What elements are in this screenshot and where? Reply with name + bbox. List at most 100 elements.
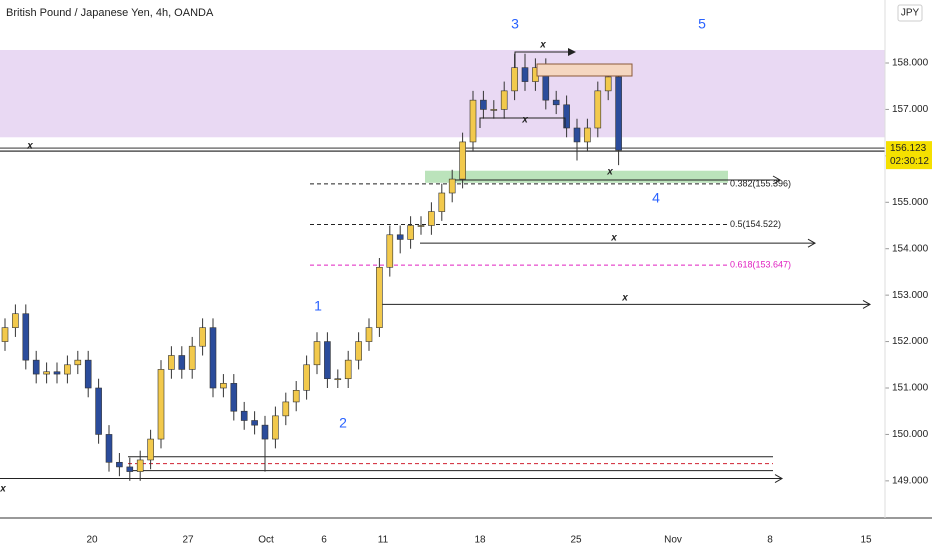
candle-body: [199, 327, 206, 347]
candle-body: [178, 355, 186, 370]
order-block: [536, 63, 633, 77]
candle-body: [563, 104, 570, 129]
top-bracket: [514, 51, 568, 68]
y-tick-label: 151.000: [892, 383, 929, 394]
y-tick-label: 153.000: [892, 290, 929, 301]
candle-body: [1, 327, 9, 342]
candle-body: [292, 390, 300, 403]
candle-body: [64, 364, 71, 375]
y-tick-label: 157.000: [892, 104, 929, 115]
wave-label: 1: [314, 298, 322, 314]
y-tick-label: 155.000: [892, 197, 929, 208]
candle-body: [126, 466, 134, 472]
y-tick-label: 154.000: [892, 243, 929, 254]
candle-body: [355, 341, 362, 361]
candle-body: [407, 225, 414, 240]
candle-body: [480, 99, 487, 110]
x-tick-label: 18: [474, 535, 486, 546]
x-tick-label: Nov: [664, 535, 682, 546]
price-badge: [886, 141, 932, 170]
candle-body: [334, 378, 342, 381]
x-mark: x: [606, 167, 613, 178]
wave-label: 4: [652, 190, 660, 206]
candle-body: [386, 234, 394, 268]
candle-body: [168, 355, 175, 370]
candle-body: [220, 383, 227, 389]
zone: [425, 170, 728, 183]
last-price: 156.123: [890, 143, 927, 154]
candle-body: [584, 127, 591, 143]
candle-body: [22, 313, 30, 361]
currency: JPY: [901, 8, 920, 19]
wave-label: 3: [511, 16, 519, 32]
arrow-head: [774, 474, 784, 483]
candle-body: [116, 461, 123, 468]
candle-body: [469, 99, 477, 143]
candle-body: [32, 359, 40, 375]
chart-title: British Pound / Japanese Yen, 4h, OANDA: [6, 7, 214, 19]
x-tick-label: 27: [182, 535, 194, 546]
candle-body: [324, 341, 331, 380]
candle-body: [105, 434, 113, 463]
candle-body: [261, 424, 269, 440]
candle-body: [428, 211, 435, 226]
candle-body: [313, 341, 321, 366]
x-mark: x: [521, 115, 528, 126]
x-tick-label: 8: [767, 535, 773, 546]
candle-body: [209, 327, 217, 389]
range-bracket: [479, 117, 566, 128]
candle-body: [552, 99, 560, 106]
fib-label: 0.382(155.396): [730, 178, 791, 188]
candle-body: [136, 459, 144, 472]
x-mark: x: [621, 293, 628, 304]
candle-body: [157, 369, 165, 440]
candle-body: [303, 364, 310, 391]
arrow-head: [772, 175, 782, 185]
y-tick-label: 150.000: [892, 429, 929, 440]
x-mark: x: [610, 233, 617, 244]
candle-body: [573, 127, 581, 143]
candle-body: [53, 371, 61, 375]
candle-body: [417, 225, 425, 227]
candle-body: [594, 90, 602, 129]
arrow-head: [568, 48, 576, 56]
candle-body: [521, 67, 529, 82]
candle-body: [490, 109, 498, 111]
x-mark: x: [539, 40, 546, 51]
candle-body: [511, 67, 518, 92]
candle-body: [448, 178, 456, 194]
candle-body: [615, 76, 622, 151]
candle-body: [438, 192, 446, 212]
wave-label: 5: [698, 16, 706, 32]
candle-body: [12, 313, 19, 328]
wave-label: 2: [339, 415, 347, 431]
arrow-head: [807, 238, 817, 248]
candle-body: [376, 266, 383, 328]
countdown: 02:30:12: [890, 156, 929, 167]
fib-label: 0.618(153.647): [730, 259, 791, 269]
candle-body: [84, 359, 92, 389]
candle-body: [604, 76, 612, 92]
plot-layer: 149.000 150.000 151.000 152.000 153.000 154.0…: [0, 16, 929, 546]
x-tick-label: 25: [570, 535, 582, 546]
candle-body: [365, 327, 373, 342]
candle-body: [251, 420, 258, 426]
candle-body: [344, 359, 352, 380]
candle-body: [188, 345, 196, 370]
y-tick-label: 149.000: [892, 475, 929, 486]
zone: [0, 50, 885, 138]
candle-body: [95, 387, 102, 435]
x-tick-label: 15: [860, 535, 872, 546]
candle-body: [396, 234, 404, 240]
x-mark: x: [26, 141, 33, 152]
candle-body: [282, 401, 290, 417]
x-tick-label: 6: [321, 535, 327, 546]
x-mark: x: [0, 484, 6, 495]
currency-box: [897, 4, 923, 22]
candle-body: [272, 415, 279, 440]
y-tick-label: 158.000: [892, 58, 929, 69]
fib-label: 0.5(154.522): [730, 219, 781, 229]
